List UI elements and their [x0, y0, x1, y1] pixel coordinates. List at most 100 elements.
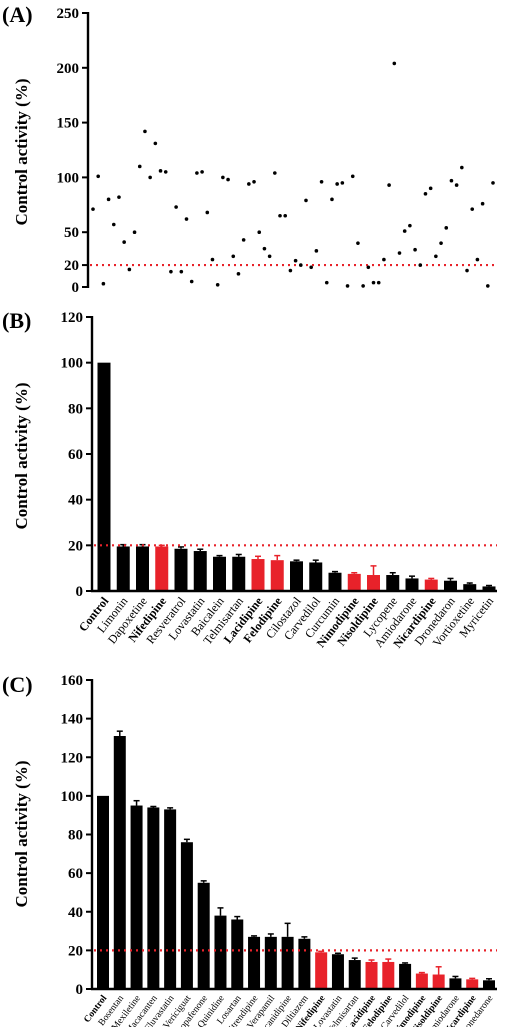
panel-c-ytick-label: 40 — [68, 905, 83, 921]
panel-a-point — [460, 165, 464, 170]
panel-b-bar — [463, 584, 477, 591]
panel-c-bar — [164, 809, 177, 989]
panel-c-bar — [315, 952, 328, 989]
panel-a-point — [298, 263, 303, 267]
panel-a-point — [132, 230, 137, 234]
panel-a-point — [205, 210, 210, 215]
panel-a-point — [267, 254, 272, 259]
panel-a-point — [304, 198, 308, 203]
panel-a-point — [200, 170, 204, 174]
panel-b-category-labels: ControlLimoninDapoxetineNifedipineResver… — [76, 594, 497, 651]
panel-c-bar — [348, 960, 361, 989]
panel-b-bar — [290, 561, 303, 591]
panel-c-bar — [298, 938, 311, 989]
panel-a-point — [283, 213, 288, 218]
panel-a-point — [143, 129, 147, 134]
panel-b-ytick-label: 80 — [68, 401, 83, 417]
panel-a-point — [387, 183, 391, 187]
panel-c-axis — [90, 679, 497, 991]
panel-a-point — [392, 61, 397, 66]
panel-a-point — [428, 186, 433, 191]
panel-a-ytick-label: 150 — [57, 116, 80, 132]
panel-b-y-ticks: 0 20 40 60 80 100 120 — [61, 310, 92, 600]
panel-b-ytick-label: 40 — [68, 493, 83, 509]
panel-a-point — [231, 254, 236, 259]
panel-a-point — [189, 279, 194, 284]
panel-c-bar — [281, 936, 294, 989]
panel-a-point — [293, 258, 298, 263]
panel-a-point — [413, 247, 417, 252]
panel-b-bar — [424, 579, 438, 591]
panel-b-bar — [270, 560, 284, 591]
panel-c-ytick-label: 20 — [68, 943, 83, 959]
panel-c-ytick-label: 80 — [68, 828, 83, 844]
panel-a-point — [111, 222, 116, 227]
panel-b-bar — [309, 562, 323, 591]
panel-c-bar — [415, 973, 428, 989]
panel-a-point — [408, 223, 412, 228]
panel-b-ytick-label: 20 — [68, 538, 83, 554]
panel-b-bar — [405, 578, 419, 591]
panel-a: (A) Control activity (%) 0 20 50 100 150 200 2… — [2, 2, 497, 296]
panel-a-point — [423, 192, 428, 196]
panel-b-ytick-label: 120 — [61, 310, 84, 326]
panel-a-point — [371, 280, 376, 285]
panel-a-point — [252, 179, 256, 184]
panel-c-bar — [432, 974, 445, 989]
panel-a-point — [278, 213, 282, 218]
panel-a-point — [382, 257, 386, 262]
panel-a-ytick-label: 0 — [72, 280, 80, 296]
panel-a-point — [221, 175, 225, 180]
panel-c-bar — [130, 805, 143, 989]
panel-a-point — [486, 284, 490, 288]
panel-a-point — [335, 182, 339, 186]
panel-a-point — [454, 183, 459, 187]
panel-b-bar — [232, 556, 246, 591]
panel-a-point — [340, 181, 345, 185]
panel-b-bar — [116, 546, 130, 591]
panel-b-bar — [328, 572, 342, 591]
panel-a-point — [163, 170, 168, 174]
panel-a-points — [91, 61, 495, 288]
panel-a-point — [153, 141, 158, 146]
panel-c-ytick-label: 140 — [61, 712, 84, 728]
panel-c-ytick-label: 60 — [68, 866, 83, 882]
panel-b-bar — [482, 586, 496, 591]
panel-a-point — [215, 283, 220, 287]
panel-a-point — [345, 284, 350, 288]
panel-b: (B) Control activity (%) 0 20 40 60 80 100 120… — [2, 308, 497, 651]
panel-a-point — [470, 207, 475, 211]
panel-c-bar — [113, 736, 126, 989]
panel-c-bar — [197, 882, 210, 989]
panel-a-point — [314, 249, 319, 253]
panel-a-point — [444, 226, 449, 230]
panel-b-ytick-label: 0 — [76, 584, 84, 600]
panel-c-category-labels: ControlBosentanMexiletineMacacantenFluva… — [82, 993, 495, 1027]
panel-c: (C) Control activity (%) 0 20 40 60 80 100 120… — [2, 672, 497, 1027]
panel-b-bar — [155, 546, 169, 591]
panel-a-point — [226, 177, 230, 182]
panel-a-point — [361, 284, 365, 288]
panel-a-point — [397, 251, 402, 255]
panel-c-ytick-label: 120 — [61, 750, 84, 766]
panel-a-point — [319, 179, 324, 184]
panel-a-point — [241, 238, 246, 242]
panel-b-bar — [367, 575, 380, 591]
panel-a-point — [106, 197, 111, 202]
panel-c-bar — [97, 795, 109, 989]
panel-b-bar — [444, 580, 457, 591]
panel-c-bar — [483, 980, 495, 989]
panel-a-point — [96, 174, 100, 179]
panel-c-bar — [147, 807, 160, 989]
panel-c-y-ticks: 0 20 40 60 80 100 120 140 160 — [61, 673, 92, 998]
panel-b-bar — [174, 548, 188, 591]
panel-b-bars — [97, 362, 496, 591]
panel-a-point — [169, 269, 173, 274]
panel-a-point — [324, 280, 329, 285]
panel-c-bar — [382, 961, 395, 989]
panel-a-point — [273, 171, 277, 175]
panel-a-point — [366, 265, 371, 270]
panel-a-point — [475, 257, 480, 262]
panel-a-point — [257, 230, 262, 234]
